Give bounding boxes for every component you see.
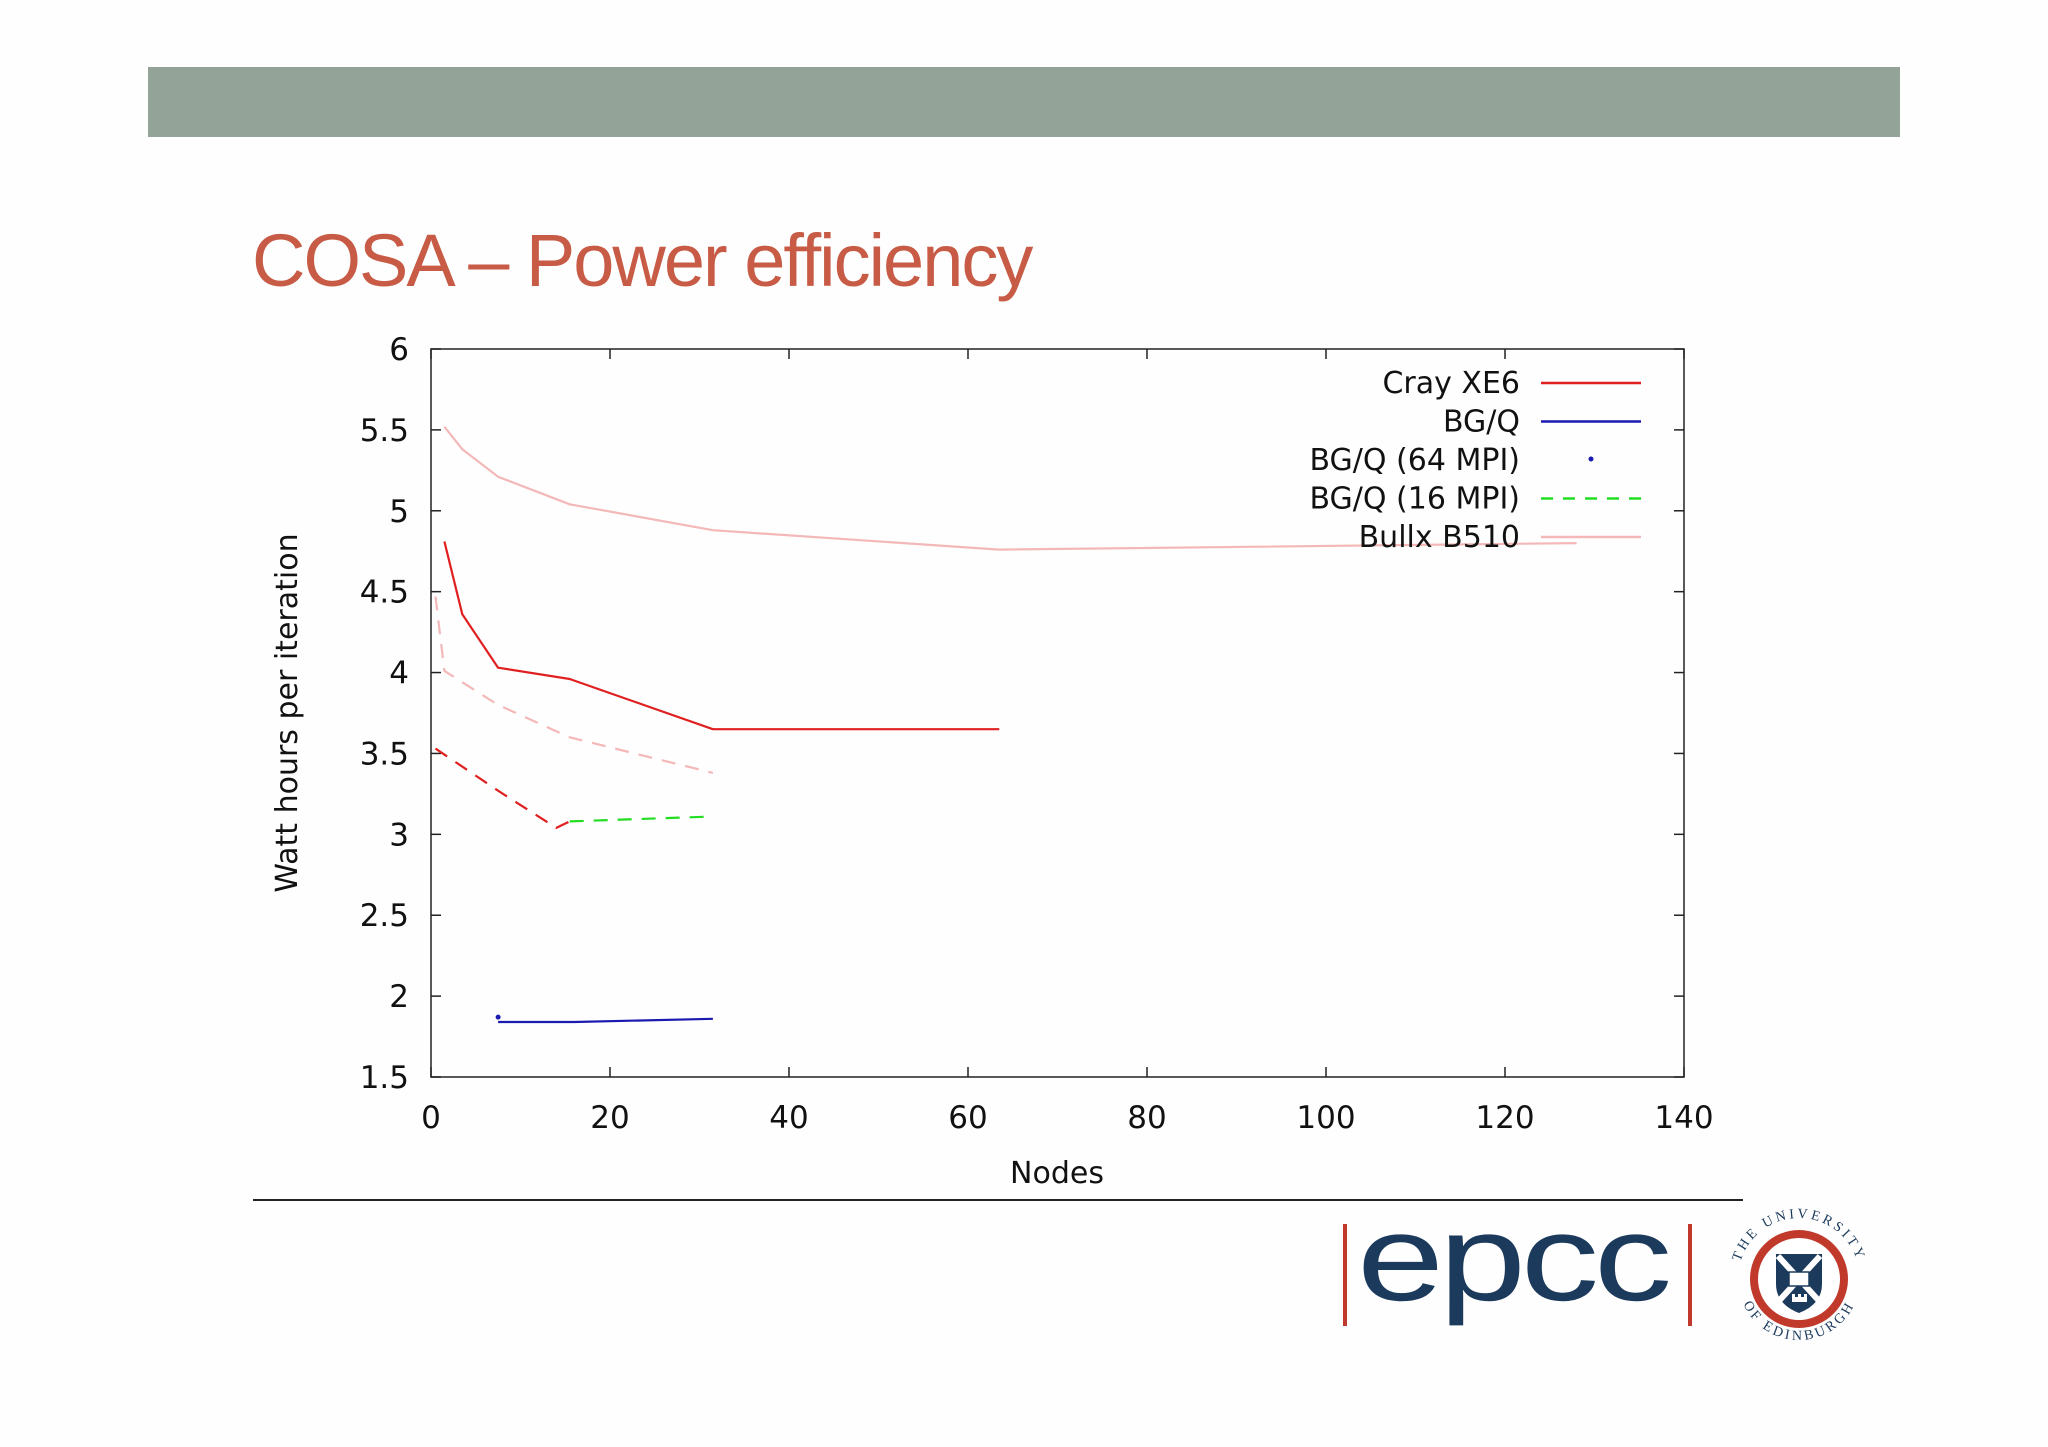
series-point-bg-q-64-mpi xyxy=(495,1014,501,1020)
y-axis-label: Watt hours per iteration xyxy=(270,533,305,892)
y-tick-label: 4 xyxy=(389,656,409,692)
legend-label-cray-xe6: Cray XE6 xyxy=(1382,366,1520,401)
series-line-unlabeled-6 xyxy=(434,747,571,829)
university-crest-logo: THE UNIVERSITY OF EDINBURGH xyxy=(1730,1207,1865,1344)
y-tick-label: 2 xyxy=(389,979,409,1015)
logo-wordmark: epcc xyxy=(1357,1220,1668,1326)
x-tick-label: 20 xyxy=(590,1100,629,1136)
x-tick-labels: 0 20 40 60 80 100 120 140 xyxy=(421,1100,1713,1136)
x-tick-label: 100 xyxy=(1296,1100,1355,1136)
epcc-logo: epcc xyxy=(1343,1220,1692,1326)
y-tick-label: 4.5 xyxy=(360,575,409,611)
series-line-bg-q xyxy=(498,1017,713,1024)
logo-bar-right xyxy=(1688,1224,1692,1326)
y-tick-label: 3 xyxy=(389,817,409,853)
legend-label-bg-q: BG/Q xyxy=(1443,405,1520,440)
legend-label-bg-q-64-mpi: BG/Q (64 MPI) xyxy=(1310,443,1521,478)
x-axis-label: Nodes xyxy=(1010,1156,1104,1191)
slide-title: COSA – Power efficiency xyxy=(252,219,1033,302)
y-tick-label: 2.5 xyxy=(360,898,409,934)
logo-bar-left xyxy=(1343,1224,1347,1326)
y-tick-label: 3.5 xyxy=(360,736,409,772)
series-line-unlabeled-5 xyxy=(434,596,714,774)
x-tick-label: 120 xyxy=(1475,1100,1534,1136)
x-tick-label: 80 xyxy=(1127,1100,1166,1136)
x-tick-label: 0 xyxy=(421,1100,441,1136)
series-line-cray-xe6 xyxy=(443,541,1000,731)
y-tick-label: 1.5 xyxy=(360,1060,409,1096)
legend: Cray XE6 BG/QBG/Q (64 MPI) BG/Q (16 MPI)Bu… xyxy=(1310,366,1641,555)
y-tick-labels: 1.5 2 2.5 3 3.5 4 4.5 5 5.5 6 xyxy=(360,332,409,1096)
crest-book-icon xyxy=(1788,1271,1810,1287)
plot-frame xyxy=(430,348,1685,1078)
series-line-bg-q-16-mpi xyxy=(569,815,713,823)
y-tick-label: 6 xyxy=(389,332,409,368)
legend-label-bg-q-16-mpi: BG/Q (16 MPI) xyxy=(1310,482,1521,517)
crest-castle-icon xyxy=(1792,1294,1807,1302)
x-tick-label: 140 xyxy=(1654,1100,1713,1136)
tick-marks xyxy=(430,348,1685,1078)
series-group xyxy=(434,426,1577,1024)
y-tick-label: 5 xyxy=(389,494,409,530)
footer-divider xyxy=(253,1199,1743,1201)
legend-marker-bg-q-64-mpi xyxy=(1588,456,1594,462)
x-tick-label: 40 xyxy=(769,1100,808,1136)
slide-header-band xyxy=(148,67,1900,137)
y-tick-label: 5.5 xyxy=(360,413,409,449)
series-line-bullx-b510 xyxy=(443,426,1577,551)
legend-label-bullx-b510: Bullx B510 xyxy=(1359,520,1520,555)
x-tick-label: 60 xyxy=(948,1100,987,1136)
